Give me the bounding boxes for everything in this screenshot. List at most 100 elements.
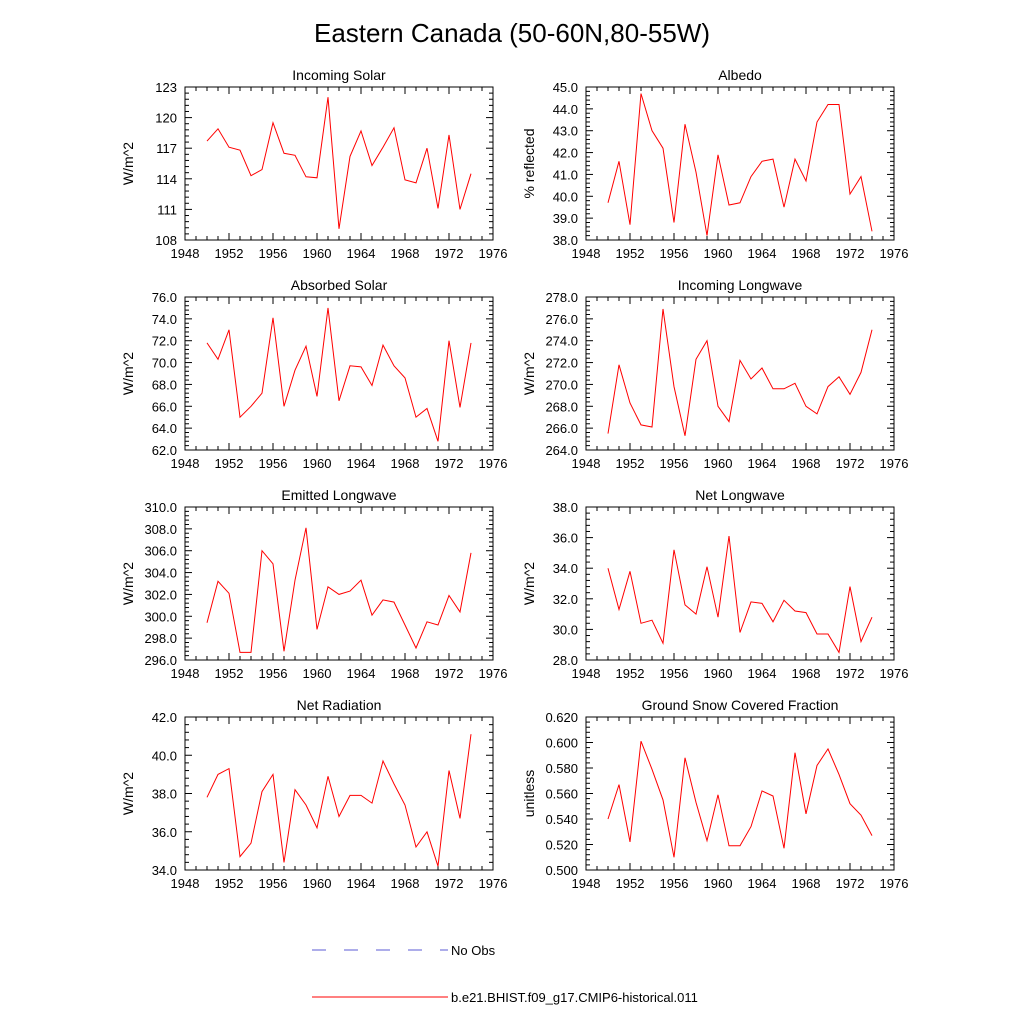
y-axis-label: W/m^2 (120, 772, 136, 815)
x-tick-label: 1952 (616, 246, 645, 261)
y-tick-label: 42.0 (553, 146, 578, 161)
x-tick-label: 1976 (479, 666, 508, 681)
panel-grid: Incoming Solar W/m^2 1948 1952 1956 1960 1964 1… (120, 67, 908, 891)
x-tick-label: 1948 (171, 246, 200, 261)
plot-frame (585, 716, 895, 871)
x-tick-label: 1964 (748, 876, 777, 891)
y-tick-label: 298.0 (144, 631, 177, 646)
series-line (206, 97, 472, 229)
x-tick-label: 1972 (435, 246, 464, 261)
x-tick-label: 1960 (704, 246, 733, 261)
x-tick-label: 1968 (792, 876, 821, 891)
y-tick-label: 306.0 (144, 544, 177, 559)
x-tick-label: 1976 (479, 246, 508, 261)
series-line (607, 536, 873, 654)
x-tick-label: 1960 (303, 666, 332, 681)
y-tick-label: 41.0 (553, 167, 578, 182)
x-tick-label: 1948 (572, 246, 601, 261)
x-tick-label: 1948 (171, 876, 200, 891)
y-axis-label: % reflected (521, 128, 537, 198)
x-tick-label: 1956 (259, 246, 288, 261)
y-tick-label: 28.0 (553, 653, 578, 668)
x-tick-label: 1964 (748, 246, 777, 261)
x-tick-label: 1972 (836, 666, 865, 681)
x-tick-label: 1948 (171, 666, 200, 681)
y-tick-label: 30.0 (553, 622, 578, 637)
y-tick-label: 34.0 (553, 561, 578, 576)
y-tick-label: 274.0 (545, 334, 578, 349)
chart-panel: Incoming Longwave W/m^2 1948 1952 1956 1960 19… (521, 277, 908, 471)
legend-label: No Obs (451, 943, 496, 958)
y-tick-label: 272.0 (545, 356, 578, 371)
series-line (607, 308, 873, 436)
x-tick-label: 1964 (347, 456, 376, 471)
y-tick-label: 310.0 (144, 500, 177, 515)
x-tick-label: 1964 (748, 456, 777, 471)
x-tick-label: 1972 (836, 246, 865, 261)
x-tick-label: 1956 (660, 876, 689, 891)
x-tick-label: 1952 (616, 666, 645, 681)
x-tick-label: 1964 (347, 246, 376, 261)
series-line (206, 734, 472, 867)
x-tick-label: 1948 (572, 456, 601, 471)
chart-panel: Net Radiation W/m^2 1948 1952 1956 1960 1964 19… (120, 697, 507, 891)
x-tick-label: 1972 (836, 456, 865, 471)
y-tick-label: 304.0 (144, 566, 177, 581)
x-tick-label: 1948 (171, 456, 200, 471)
y-tick-label: 62.0 (152, 443, 177, 458)
y-tick-label: 266.0 (545, 421, 578, 436)
chart-panel: Absorbed Solar W/m^2 1948 1952 1956 1960 1964 1… (120, 277, 507, 471)
x-tick-label: 1976 (880, 666, 909, 681)
plot-frame (585, 86, 895, 241)
y-tick-label: 44.0 (553, 102, 578, 117)
panel-title: Incoming Solar (292, 67, 386, 83)
x-tick-label: 1952 (616, 876, 645, 891)
y-tick-label: 39.0 (553, 211, 578, 226)
y-tick-label: 70.0 (152, 356, 177, 371)
x-tick-label: 1968 (792, 666, 821, 681)
x-tick-label: 1976 (479, 876, 508, 891)
series-line (607, 93, 873, 236)
panel-title: Albedo (718, 67, 762, 83)
panel-title: Incoming Longwave (678, 277, 803, 293)
y-tick-label: 42.0 (152, 710, 177, 725)
y-tick-label: 296.0 (144, 653, 177, 668)
x-tick-label: 1960 (303, 456, 332, 471)
y-tick-label: 117 (156, 141, 177, 156)
y-tick-label: 0.580 (545, 761, 578, 776)
y-tick-label: 278.0 (545, 290, 578, 305)
y-tick-label: 0.540 (545, 812, 578, 827)
x-tick-label: 1968 (391, 666, 420, 681)
y-tick-label: 38.0 (152, 787, 177, 802)
x-tick-label: 1956 (259, 456, 288, 471)
y-tick-label: 0.520 (545, 838, 578, 853)
y-tick-label: 0.600 (545, 736, 578, 751)
y-tick-label: 74.0 (152, 312, 177, 327)
y-axis-label: W/m^2 (521, 352, 537, 395)
y-tick-label: 66.0 (152, 399, 177, 414)
x-tick-label: 1952 (215, 666, 244, 681)
y-tick-label: 0.620 (545, 710, 578, 725)
x-tick-label: 1956 (660, 456, 689, 471)
y-tick-label: 268.0 (545, 399, 578, 414)
x-tick-label: 1956 (660, 246, 689, 261)
x-tick-label: 1952 (215, 456, 244, 471)
x-tick-label: 1952 (215, 246, 244, 261)
panel-title: Net Radiation (297, 697, 382, 713)
y-tick-label: 38.0 (553, 233, 578, 248)
panel-title: Net Longwave (695, 487, 785, 503)
x-tick-label: 1956 (259, 666, 288, 681)
y-tick-label: 40.0 (152, 748, 177, 763)
x-tick-label: 1976 (880, 246, 909, 261)
y-tick-label: 72.0 (152, 334, 177, 349)
x-tick-label: 1968 (391, 876, 420, 891)
panel-title: Absorbed Solar (291, 277, 388, 293)
y-tick-label: 34.0 (152, 863, 177, 878)
plot-frame (184, 86, 494, 241)
x-tick-label: 1952 (215, 876, 244, 891)
x-tick-label: 1972 (435, 456, 464, 471)
x-tick-label: 1968 (391, 456, 420, 471)
x-tick-label: 1960 (704, 456, 733, 471)
x-tick-label: 1960 (704, 876, 733, 891)
